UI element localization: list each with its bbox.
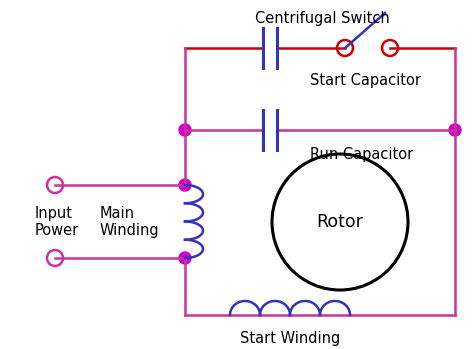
Circle shape [179, 252, 191, 264]
Text: Rotor: Rotor [317, 213, 364, 231]
Text: Input
Power: Input Power [35, 206, 79, 238]
Text: Start Capacitor: Start Capacitor [310, 73, 421, 88]
Text: Main
Winding: Main Winding [100, 206, 160, 238]
Circle shape [449, 124, 461, 136]
Text: Run Capacitor: Run Capacitor [310, 148, 413, 163]
Circle shape [179, 179, 191, 191]
Text: Centrifugal Switch: Centrifugal Switch [255, 10, 390, 25]
Text: Start Winding: Start Winding [240, 331, 340, 346]
Circle shape [179, 124, 191, 136]
